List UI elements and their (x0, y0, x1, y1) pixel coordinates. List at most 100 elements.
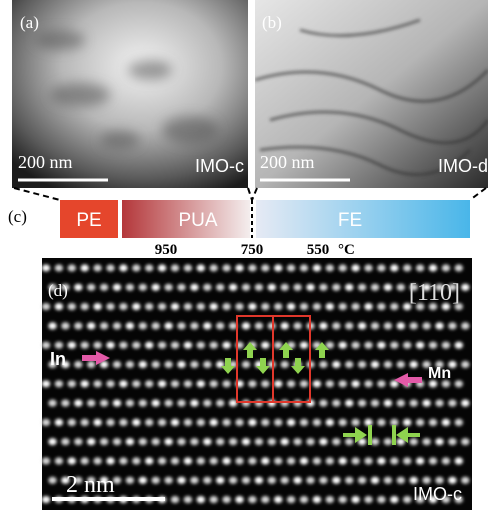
atom-column (54, 380, 64, 388)
unit-cells (236, 315, 311, 403)
atom-column (157, 264, 167, 272)
atom-column (254, 322, 264, 330)
atom-column (286, 264, 296, 272)
panel-d: (d) [110] In Mn 2 nm IMO-c (41, 258, 472, 510)
atom-column (428, 341, 438, 349)
atom-column (119, 341, 128, 349)
atom-column (461, 283, 470, 291)
atom-column (106, 457, 115, 465)
atom-column (241, 322, 251, 330)
atom-column (383, 476, 393, 484)
tem-image (255, 0, 488, 188)
atom-column (435, 283, 444, 291)
atom-column (345, 438, 354, 446)
atom-column (241, 438, 251, 446)
atom-column (448, 360, 457, 369)
atom-column (409, 438, 418, 446)
atom-column (377, 457, 386, 465)
atom-column (177, 360, 186, 369)
atom-column (338, 341, 347, 349)
atom-column (222, 380, 231, 388)
atom-column (222, 264, 231, 272)
atom-column (415, 496, 425, 504)
atom-column (41, 264, 51, 272)
atom-column (364, 303, 373, 311)
atom-column (377, 380, 386, 388)
atom-column (364, 496, 373, 504)
atom-column (383, 438, 393, 446)
atom-column (299, 418, 309, 426)
connectors (13, 187, 487, 201)
atom-column (338, 380, 347, 388)
atom-column (170, 264, 180, 272)
atom-column (216, 476, 225, 484)
atom-column (228, 399, 238, 407)
atom-column (99, 438, 109, 446)
atom-column (183, 457, 193, 465)
atom-column (170, 303, 180, 311)
atom-column (190, 399, 199, 407)
atom-column (183, 496, 193, 504)
scale-label: 200 nm (260, 152, 315, 172)
atom-column (332, 438, 341, 446)
atom-column (325, 418, 334, 426)
atom-column (248, 264, 257, 272)
atom-column (132, 380, 141, 388)
atom-column (119, 303, 128, 311)
atom-column (164, 283, 173, 291)
atom-column (99, 399, 109, 407)
atom-column (441, 264, 451, 272)
atom-column (357, 399, 367, 407)
atom-column (357, 283, 367, 291)
atom-column (280, 476, 289, 484)
atom-column (235, 264, 244, 272)
atom-column (454, 418, 463, 426)
atom-column (93, 341, 102, 349)
atom-column (312, 457, 322, 465)
atom-column (396, 438, 405, 446)
atom-column (435, 476, 444, 484)
atom-column (177, 399, 186, 407)
atom-column (390, 496, 399, 504)
atom-column (106, 418, 115, 426)
atom-column (222, 418, 231, 426)
atom-column (403, 341, 412, 349)
atom-column (306, 438, 315, 446)
atom-column (241, 283, 251, 291)
atom-column (280, 399, 289, 407)
atom-column (351, 457, 360, 465)
atom-column (448, 322, 457, 330)
atom-column (177, 283, 186, 291)
atom-column (319, 399, 328, 407)
atom-column (274, 380, 283, 388)
atom-column (357, 360, 367, 369)
atom-column (351, 341, 360, 349)
atom-column (274, 457, 283, 465)
atom-column (138, 399, 147, 407)
atom-column (274, 496, 283, 504)
atom-column (403, 457, 412, 465)
atom-column (409, 476, 418, 484)
atom-column (338, 303, 347, 311)
atom-column (74, 283, 83, 291)
atom-column (345, 283, 354, 291)
atom-column (41, 418, 51, 426)
atom-column (209, 264, 218, 272)
atom-column (41, 303, 51, 311)
atom-column (170, 457, 180, 465)
atom-column (248, 457, 257, 465)
atom-column (106, 380, 115, 388)
atom-column (312, 303, 322, 311)
atom-column (293, 476, 302, 484)
atom-column (145, 418, 154, 426)
atom-column (54, 418, 64, 426)
atom-column (345, 322, 354, 330)
atom-column (196, 341, 205, 349)
atom-column (286, 303, 296, 311)
phase-pe (60, 200, 118, 238)
atom-column (409, 399, 418, 407)
atom-column (274, 341, 283, 349)
atom-column (112, 360, 122, 369)
atom-column (203, 360, 212, 369)
atom-column (319, 438, 328, 446)
